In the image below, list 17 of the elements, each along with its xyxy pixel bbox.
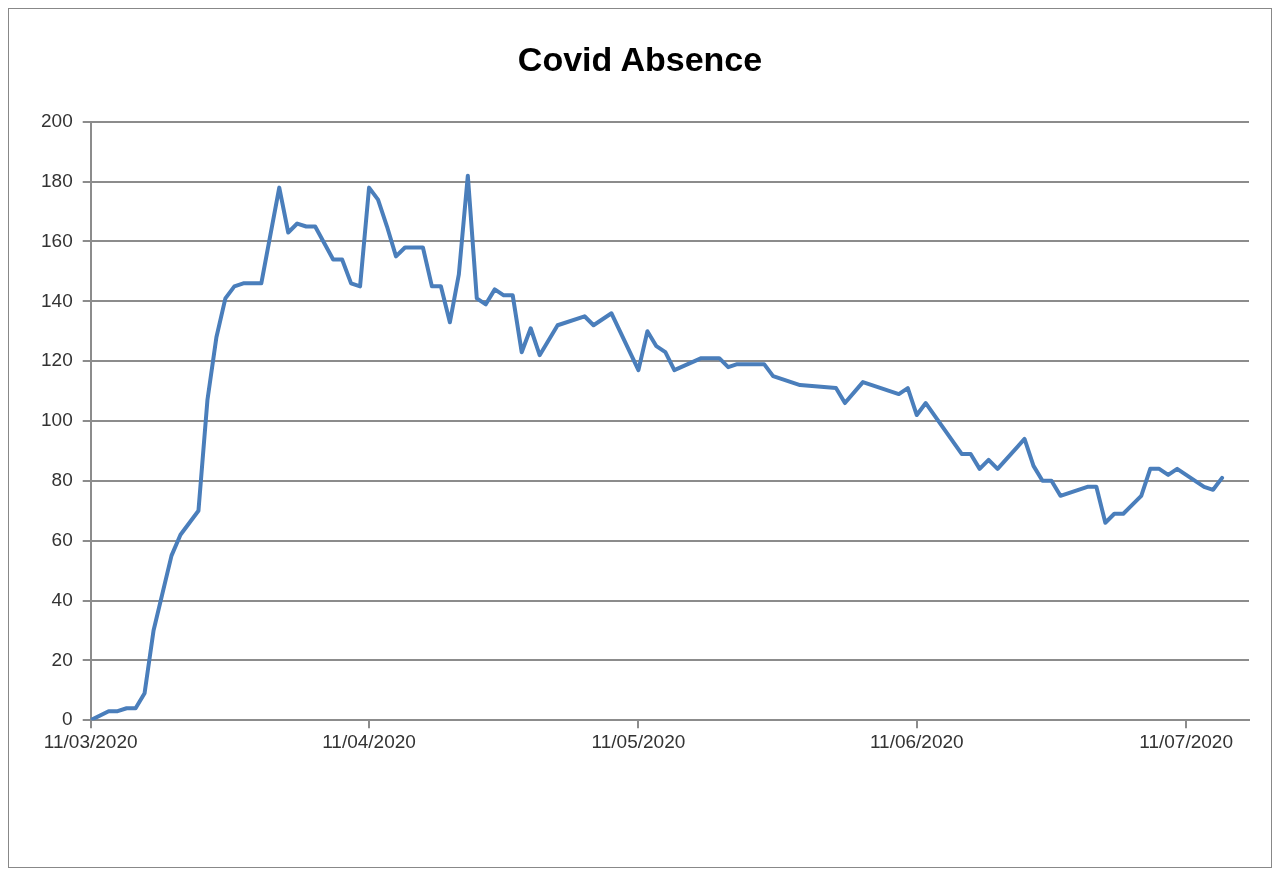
y-tick-label: 60 xyxy=(51,528,73,550)
y-tick-label: 120 xyxy=(41,349,73,371)
y-tick-label: 200 xyxy=(41,110,73,132)
y-tick-label: 20 xyxy=(51,648,73,670)
x-tick-label: 11/06/2020 xyxy=(869,730,964,752)
x-tick-label: 11/05/2020 xyxy=(591,730,686,752)
y-tick-label: 100 xyxy=(41,409,73,431)
y-tick-label: 160 xyxy=(41,229,73,251)
x-tick-label: 11/07/2020 xyxy=(1139,730,1233,752)
y-tick-label: 80 xyxy=(51,469,73,491)
x-tick-label: 11/03/2020 xyxy=(43,730,138,752)
y-tick-label: 140 xyxy=(41,289,73,311)
y-tick-label: 40 xyxy=(51,588,73,610)
y-tick-label: 180 xyxy=(41,169,73,191)
x-tick-label: 11/04/2020 xyxy=(322,730,416,752)
chart-title: Covid Absence xyxy=(517,39,763,78)
y-tick-label: 0 xyxy=(62,708,73,730)
